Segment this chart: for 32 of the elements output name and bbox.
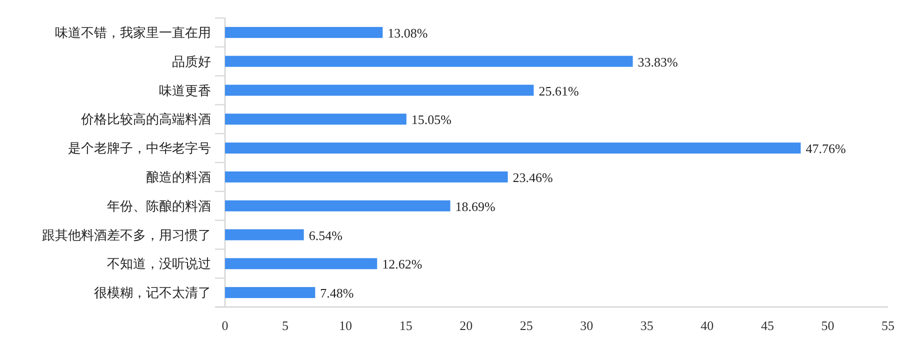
- x-tick: 55: [882, 318, 894, 333]
- y-tick: 酿造的料酒: [146, 169, 211, 184]
- x-tick: 35: [640, 318, 654, 333]
- x-tick: 0: [222, 318, 228, 333]
- x-tick: 50: [821, 318, 834, 333]
- y-tick: 很模糊，记不太清了: [94, 285, 211, 300]
- x-tick: 5: [282, 318, 289, 333]
- data-label: 47.76%: [806, 141, 846, 156]
- data-label: 25.61%: [538, 83, 579, 98]
- y-tick: 年份、陈酿的料酒: [107, 198, 211, 214]
- x-tick: 25: [520, 318, 533, 333]
- data-label: 23.46%: [512, 170, 553, 185]
- x-tick: 15: [399, 318, 412, 333]
- y-tick: 是个老牌子，中华老字号: [68, 140, 211, 156]
- y-tick: 跟其他料酒差不多，用习惯了: [42, 227, 211, 242]
- x-tick: 30: [580, 318, 594, 333]
- y-tick: 品质好: [172, 54, 211, 69]
- data-label: 6.54%: [308, 228, 342, 243]
- data-label: 13.08%: [388, 25, 428, 40]
- data-label: 12.62%: [382, 256, 422, 272]
- data-label: 7.48%: [320, 286, 354, 301]
- y-tick: 不知道，没听说过: [107, 256, 211, 272]
- x-tick: 20: [460, 318, 473, 333]
- data-label: 33.83%: [638, 54, 678, 70]
- x-tick: 40: [700, 318, 714, 333]
- data-label: 18.69%: [455, 198, 496, 214]
- y-tick: 味道更香: [159, 82, 211, 98]
- y-tick: 味道不错，我家里一直在用: [55, 24, 211, 40]
- data-label: 15.05%: [411, 112, 452, 128]
- x-tick: 45: [760, 318, 774, 333]
- y-tick: 价格比较高的高端料酒: [81, 112, 211, 127]
- x-tick: 10: [339, 318, 352, 333]
